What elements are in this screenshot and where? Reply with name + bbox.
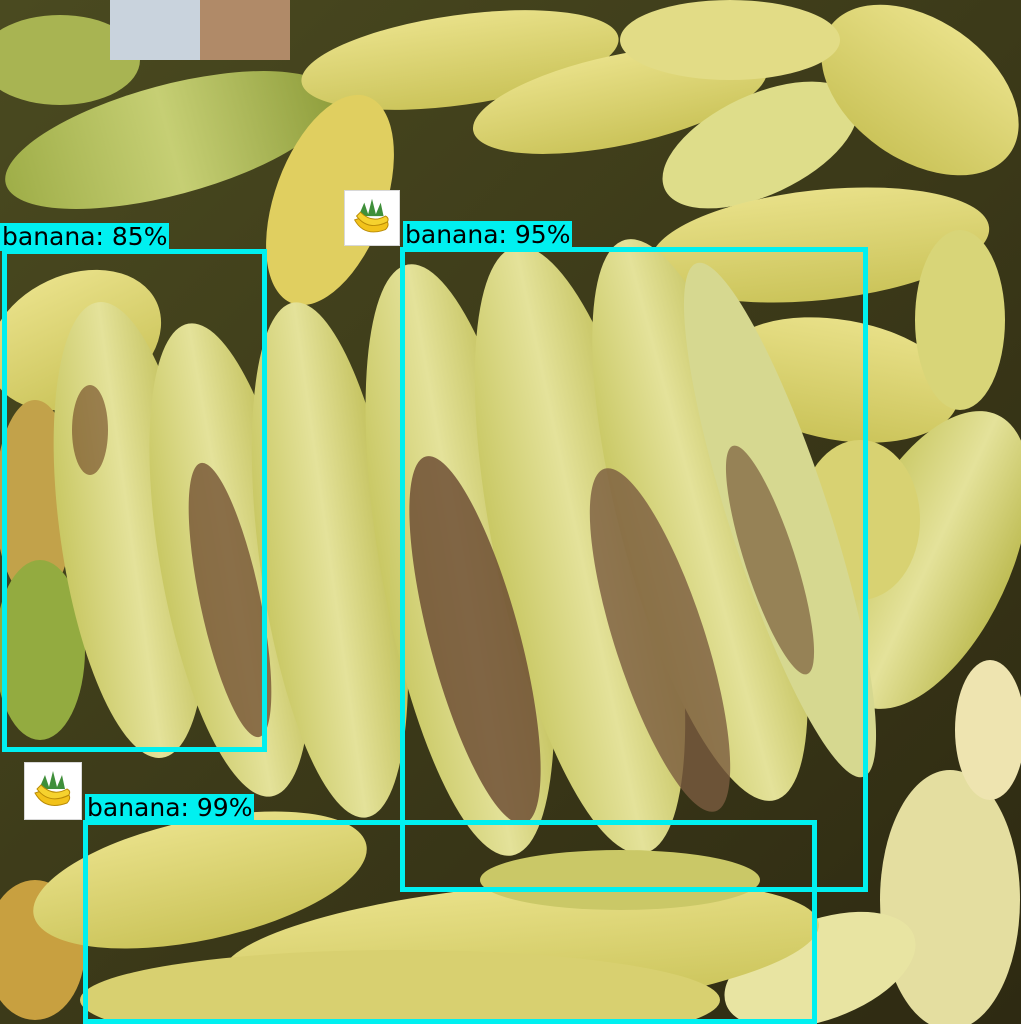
detection-box-95 <box>400 247 868 892</box>
detection-box-99 <box>83 820 817 1024</box>
detection-label-85: banana: 85% <box>0 222 170 251</box>
banana-bunch-icon <box>344 190 400 246</box>
banana-bunch-icon <box>24 762 82 820</box>
detection-label-95: banana: 95% <box>403 220 573 249</box>
detection-label-99: banana: 99% <box>85 793 255 822</box>
detection-box-85 <box>2 249 267 752</box>
